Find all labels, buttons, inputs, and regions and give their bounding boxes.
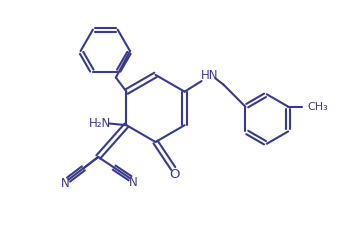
Text: CH₃: CH₃	[307, 102, 328, 112]
Text: N: N	[129, 176, 137, 189]
Text: H₂N: H₂N	[89, 117, 111, 130]
Text: HN: HN	[201, 69, 218, 82]
Text: O: O	[170, 168, 180, 181]
Text: N: N	[61, 177, 70, 190]
